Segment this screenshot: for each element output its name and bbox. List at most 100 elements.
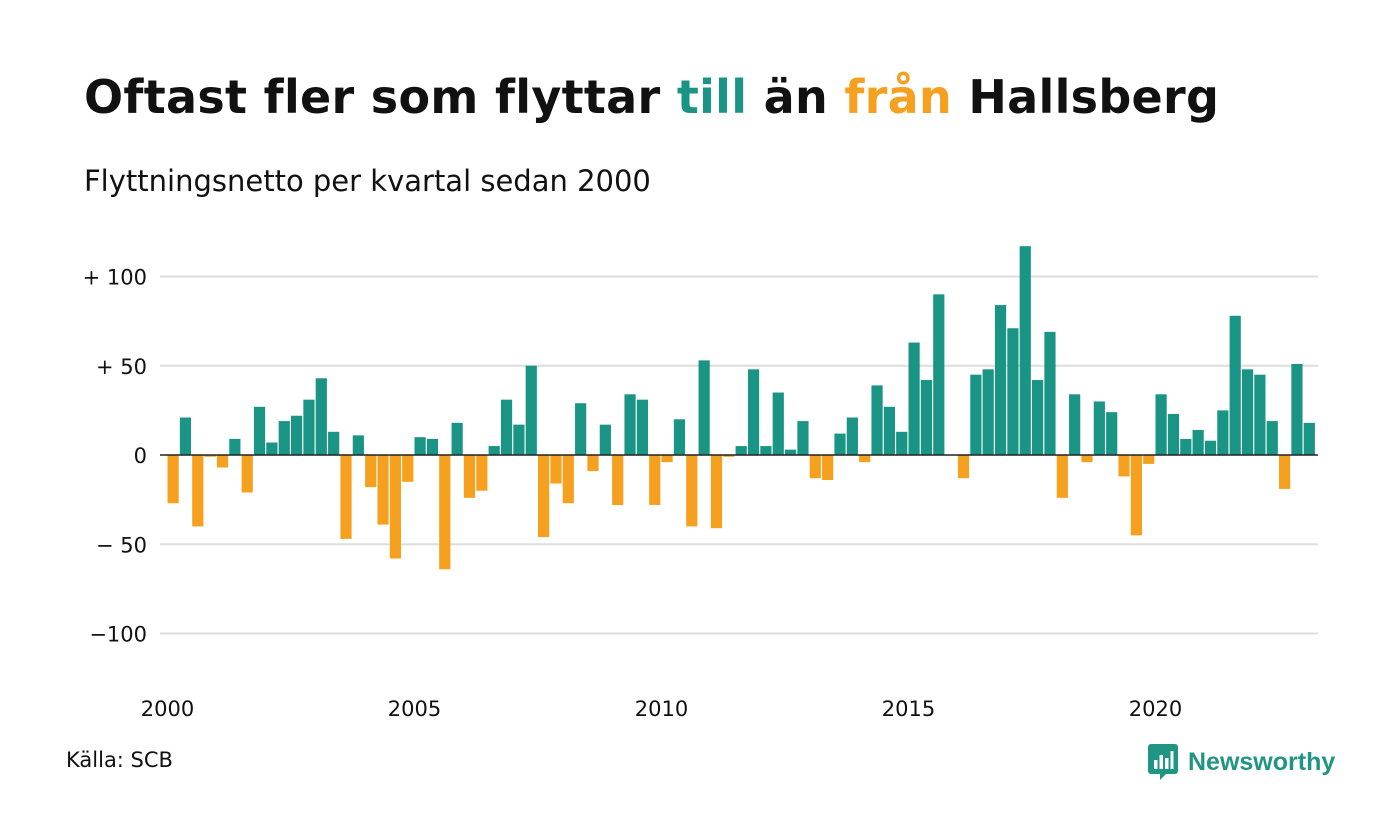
- newsworthy-icon: [1148, 744, 1178, 780]
- bar: [1217, 410, 1229, 456]
- bar: [550, 455, 562, 484]
- bar: [822, 455, 834, 480]
- bar: [538, 455, 550, 538]
- bar: [1192, 430, 1204, 455]
- bar: [463, 455, 476, 498]
- x-axis-labels: 2000 2005 2010 2015 2020: [141, 697, 1182, 721]
- bar: [797, 421, 809, 455]
- bar: [1118, 455, 1130, 477]
- source-note: Källa: SCB: [66, 748, 173, 772]
- bar: [451, 422, 463, 455]
- bar: [266, 442, 278, 455]
- bar: [476, 455, 488, 491]
- bar: [315, 378, 327, 455]
- bar: [1069, 394, 1081, 455]
- bar: [649, 455, 661, 505]
- bar: [488, 446, 500, 455]
- y-tick-label: − 50: [96, 533, 147, 557]
- bars: [167, 246, 1315, 570]
- bar: [772, 392, 784, 455]
- bar: [1241, 369, 1254, 455]
- bar: [982, 369, 994, 455]
- bar: [402, 455, 414, 482]
- x-tick-label: 2015: [882, 697, 935, 721]
- x-tick-label: 2020: [1129, 697, 1182, 721]
- bar: [933, 294, 945, 455]
- bar: [1180, 438, 1192, 455]
- bar: [1167, 413, 1180, 455]
- x-tick-label: 2010: [635, 697, 688, 721]
- chart-title: Oftast fler som flyttar till än från Hal…: [84, 70, 1219, 124]
- x-tick-label: 2005: [388, 697, 441, 721]
- bar: [216, 455, 229, 468]
- bar: [1019, 246, 1031, 455]
- title-highlight-till: till: [676, 70, 748, 124]
- newsworthy-logo[interactable]: Newsworthy: [1148, 742, 1335, 782]
- bar: [204, 455, 216, 457]
- bar: [167, 455, 179, 504]
- bar: [1056, 455, 1068, 498]
- bar: [599, 424, 611, 455]
- bar: [575, 403, 587, 456]
- title-part-5: Hallsberg: [952, 70, 1220, 124]
- bar: [735, 446, 747, 455]
- grid-lines: [160, 275, 1318, 635]
- bar: [328, 431, 340, 455]
- bar: [229, 438, 241, 455]
- y-tick-label: + 100: [83, 266, 147, 290]
- bar: [896, 431, 908, 455]
- y-tick-label: −100: [89, 623, 147, 647]
- bar: [1081, 455, 1093, 463]
- bar: [1130, 455, 1142, 536]
- bar: [636, 399, 648, 456]
- bar: [846, 417, 858, 455]
- title-part-3: än: [747, 70, 845, 124]
- bar: [871, 385, 883, 455]
- bar: [179, 417, 192, 455]
- bar: [785, 449, 797, 455]
- bar: [710, 455, 723, 529]
- bar: [1303, 422, 1315, 455]
- bar: [1155, 394, 1167, 455]
- brand-name: Newsworthy: [1188, 747, 1336, 776]
- bar: [1143, 455, 1155, 464]
- bar: [192, 455, 204, 527]
- bar: [970, 374, 982, 456]
- bar: [241, 455, 253, 493]
- bar: [1106, 412, 1118, 455]
- bar: [908, 342, 920, 455]
- bar-chart: + 100 + 50 0 − 50 −100 2000 2005 2010 2015 2020: [83, 246, 1318, 721]
- x-tick-label: 2000: [141, 697, 194, 721]
- bar: [513, 424, 525, 455]
- title-part-1: Oftast fler som flyttar: [84, 70, 677, 124]
- bar: [809, 455, 821, 479]
- bar: [365, 455, 377, 488]
- bar: [562, 455, 574, 504]
- bar: [624, 394, 636, 455]
- bar: [661, 455, 673, 463]
- bar: [278, 421, 290, 455]
- bar: [834, 433, 846, 455]
- bar: [723, 455, 735, 457]
- bar: [439, 455, 451, 570]
- bar: [698, 360, 710, 455]
- bar: [1279, 455, 1291, 489]
- bar: [587, 455, 599, 472]
- y-tick-label: 0: [134, 444, 147, 468]
- bar: [883, 406, 895, 456]
- bar: [1032, 380, 1044, 455]
- bar: [1044, 331, 1056, 455]
- bar: [994, 305, 1007, 455]
- bar: [500, 399, 513, 456]
- bar: [612, 455, 624, 505]
- bar: [920, 380, 933, 455]
- bar: [686, 455, 698, 527]
- bar: [673, 419, 686, 455]
- bar: [1093, 401, 1105, 455]
- bar: [525, 365, 537, 455]
- bar: [291, 415, 303, 455]
- title-highlight-fran: från: [844, 70, 953, 124]
- bar: [340, 455, 352, 539]
- bar: [389, 455, 401, 559]
- bar: [426, 438, 439, 455]
